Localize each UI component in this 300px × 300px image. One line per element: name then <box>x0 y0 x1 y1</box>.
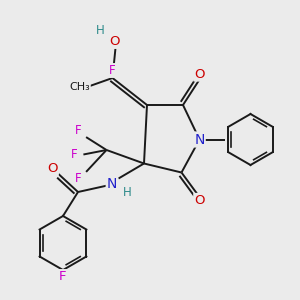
Text: F: F <box>75 172 81 185</box>
Text: F: F <box>75 124 81 137</box>
Text: O: O <box>109 35 119 48</box>
Text: H: H <box>96 23 105 37</box>
Text: F: F <box>71 148 78 161</box>
Text: F: F <box>59 270 67 283</box>
Text: H: H <box>123 185 132 199</box>
Text: N: N <box>107 178 117 191</box>
Text: N: N <box>194 133 205 146</box>
Text: O: O <box>194 194 205 207</box>
Text: F: F <box>109 64 116 77</box>
Text: CH₃: CH₃ <box>69 82 90 92</box>
Text: O: O <box>194 68 205 81</box>
Text: O: O <box>47 162 58 175</box>
